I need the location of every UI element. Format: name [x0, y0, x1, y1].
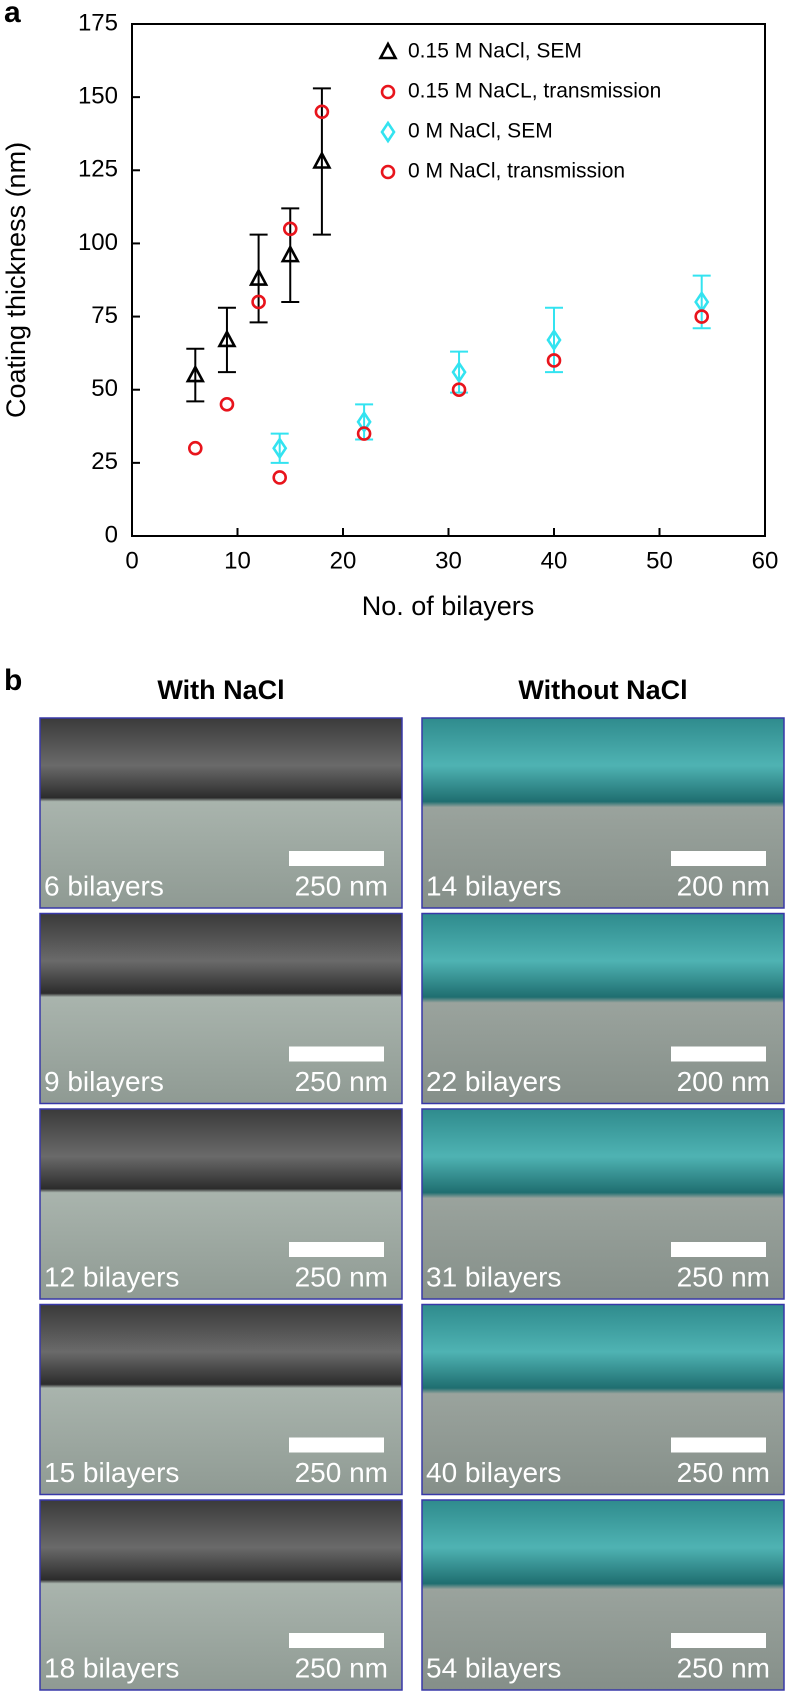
sem-image	[39, 1499, 403, 1691]
x-tick-label: 0	[125, 547, 138, 574]
y-tick-label: 125	[78, 156, 118, 183]
y-axis-title: Coating thickness (nm)	[1, 142, 31, 418]
panel-label: b	[4, 664, 22, 697]
marker	[272, 470, 288, 485]
image-caption: 15 bilayers	[44, 1457, 179, 1488]
sem-image	[39, 912, 403, 1105]
x-tick-label: 50	[646, 547, 673, 574]
marker	[251, 294, 266, 310]
marker	[356, 426, 372, 441]
y-tick-label: 150	[78, 82, 118, 109]
legend-label: 0 M NaCl, SEM	[408, 120, 553, 143]
sem-image	[39, 1303, 403, 1496]
scale-bar	[671, 1633, 766, 1648]
image-caption: 9 bilayers	[44, 1066, 164, 1097]
x-axis-title: No. of bilayers	[362, 591, 535, 621]
error-bar	[186, 347, 205, 403]
error-bar	[692, 274, 711, 330]
scale-bar	[289, 851, 384, 866]
scale-label: 250 nm	[677, 1652, 770, 1683]
scale-label: 250 nm	[295, 1457, 388, 1488]
sem-image	[421, 1303, 785, 1496]
scale-bar	[671, 1437, 766, 1453]
marker	[380, 84, 396, 100]
legend-label: 0.15 M NaCl, SEM	[408, 40, 582, 63]
scale-label: 250 nm	[295, 1652, 388, 1683]
x-tick-label: 30	[435, 547, 462, 574]
scale-label: 250 nm	[295, 1066, 388, 1097]
image-caption: 40 bilayers	[426, 1457, 561, 1488]
scale-label: 200 nm	[677, 870, 770, 901]
scale-label: 250 nm	[295, 870, 388, 901]
scale-label: 250 nm	[295, 1261, 388, 1292]
marker	[185, 364, 205, 383]
marker	[546, 353, 562, 368]
x-tick-label: 60	[752, 547, 779, 574]
marker	[248, 267, 269, 286]
marker	[282, 221, 298, 237]
error-bar	[545, 306, 563, 374]
marker	[380, 120, 396, 144]
sem-image	[421, 912, 785, 1105]
column-title: Without NaCl	[518, 675, 687, 705]
sem-image	[39, 1108, 403, 1300]
image-caption: 54 bilayers	[426, 1652, 561, 1683]
y-tick-label: 175	[78, 9, 118, 36]
marker	[314, 104, 330, 120]
scale-bar	[671, 1046, 766, 1062]
marker	[451, 360, 467, 384]
y-tick-label: 75	[91, 302, 118, 329]
marker	[451, 382, 467, 398]
marker	[380, 164, 396, 180]
marker	[280, 244, 300, 263]
legend-label: 0.15 M NaCL, transmission	[408, 80, 661, 103]
image-caption: 6 bilayers	[44, 870, 164, 901]
error-bar	[217, 306, 236, 374]
legend-label: 0 M NaCl, transmission	[408, 160, 625, 183]
scale-label: 250 nm	[677, 1261, 770, 1292]
marker	[188, 440, 203, 456]
y-tick-label: 100	[78, 229, 118, 256]
error-bar	[249, 233, 268, 324]
scale-label: 200 nm	[677, 1066, 770, 1097]
x-tick-label: 40	[541, 547, 568, 574]
y-tick-label: 25	[91, 448, 118, 475]
scale-bar	[671, 1242, 766, 1257]
scale-bar	[671, 851, 766, 866]
sem-image	[421, 1108, 785, 1300]
scale-bar	[289, 1437, 384, 1453]
column-title: With NaCl	[157, 675, 284, 705]
panel-label: a	[4, 0, 21, 29]
x-tick-label: 10	[224, 547, 251, 574]
image-caption: 22 bilayers	[426, 1066, 561, 1097]
image-caption: 31 bilayers	[426, 1261, 561, 1292]
scale-label: 250 nm	[677, 1457, 770, 1488]
marker	[272, 436, 288, 460]
x-tick-label: 20	[330, 547, 357, 574]
scale-bar	[289, 1046, 384, 1062]
marker	[694, 309, 710, 324]
marker	[312, 150, 332, 169]
sem-image	[39, 717, 403, 909]
scale-bar	[289, 1242, 384, 1257]
image-caption: 14 bilayers	[426, 870, 561, 901]
image-caption: 18 bilayers	[44, 1652, 179, 1683]
error-bar	[312, 87, 331, 236]
scale-bar	[289, 1633, 384, 1648]
y-tick-label: 50	[91, 375, 118, 402]
y-tick-label: 0	[105, 521, 118, 548]
marker	[356, 410, 372, 434]
sem-image	[421, 717, 785, 909]
marker	[378, 41, 398, 60]
marker	[546, 328, 562, 352]
image-caption: 12 bilayers	[44, 1261, 179, 1292]
marker	[219, 397, 235, 412]
sem-image	[421, 1499, 785, 1691]
marker	[217, 329, 237, 348]
